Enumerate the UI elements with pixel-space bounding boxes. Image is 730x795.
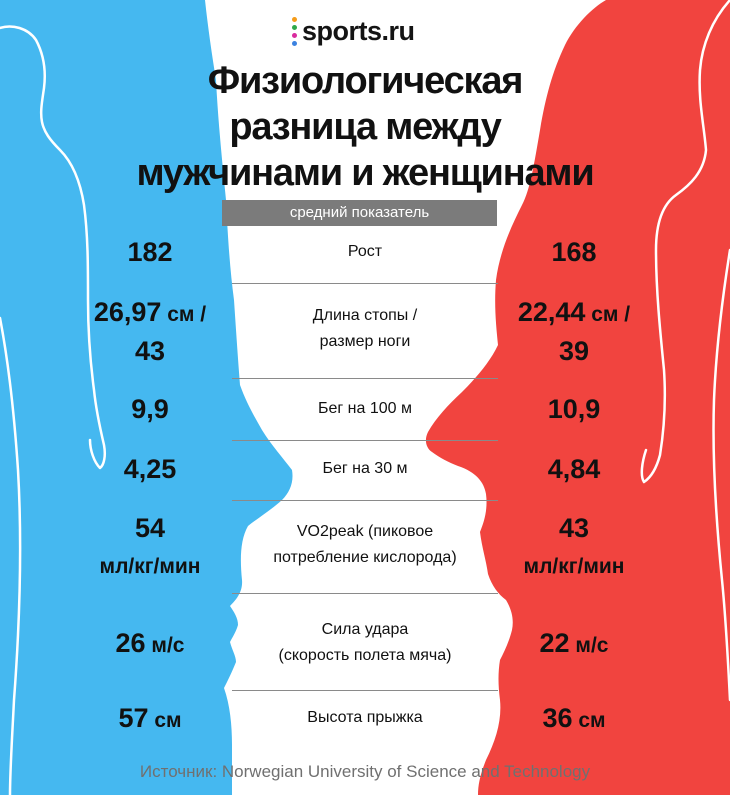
- row-divider: [232, 378, 498, 379]
- female-value-line: 36 см: [494, 701, 654, 740]
- title-line: Физиологическая: [207, 60, 524, 102]
- male-value-line: 9,9: [70, 392, 230, 431]
- male-value-unit: мл/кг/мин: [99, 555, 201, 578]
- metric-label-line: Бег на 30 м: [322, 460, 408, 477]
- male-body-outline: [0, 25, 107, 795]
- female-body-outline: [640, 0, 730, 702]
- female-value-unit: мл/кг/мин: [523, 555, 625, 578]
- metric-label-line: (скорость полета мяча): [278, 647, 452, 664]
- female-value-number: 36: [542, 703, 573, 733]
- female-value-number: 10,9: [547, 394, 601, 424]
- male-value-unit: м/с: [145, 634, 185, 657]
- female-value-line: 39: [494, 334, 654, 373]
- female-value-number: 39: [558, 336, 590, 366]
- metric-label-line: Бег на 100 м: [318, 400, 412, 417]
- male-value-number: 182: [127, 237, 173, 267]
- female-value: 22 м/с: [494, 626, 654, 665]
- metric-label-line: размер ноги: [319, 333, 411, 350]
- metric-label-line: Сила удара: [321, 621, 409, 638]
- female-value: 43 мл/кг/мин: [494, 511, 654, 586]
- male-value: 182: [70, 235, 230, 274]
- female-value-unit: см: [572, 709, 606, 732]
- female-value: 36 см: [494, 701, 654, 740]
- female-value-line: 10,9: [494, 392, 654, 431]
- metric-label: Сила удара (скорость полета мяча): [232, 617, 498, 669]
- male-value-unit: см: [148, 709, 182, 732]
- male-value: 4,25: [70, 452, 230, 491]
- row-divider: [232, 283, 498, 284]
- female-value-number: 4,84: [547, 454, 601, 484]
- male-value: 26,97 см /43: [70, 295, 230, 373]
- female-value-number: 22: [539, 628, 570, 658]
- male-value-number: 26,97: [93, 297, 162, 327]
- metric-label: Бег на 30 м: [232, 456, 498, 482]
- metric-label-line: потребление кислорода): [273, 549, 457, 566]
- metric-label-line: Рост: [347, 243, 383, 260]
- source-note: Источник: Norwegian University of Scienc…: [139, 762, 591, 781]
- row-divider: [232, 440, 498, 441]
- female-value-unit: м/с: [569, 634, 609, 657]
- female-value-number: 22,44: [517, 297, 586, 327]
- female-value-number: 168: [551, 237, 597, 267]
- female-value-number: 43: [558, 513, 590, 543]
- logo-dots-icon: [292, 16, 297, 46]
- male-value-number: 54: [134, 513, 166, 543]
- metric-label: Бег на 100 м: [232, 396, 498, 422]
- title-line: разница между: [229, 106, 502, 148]
- female-value-line: 22,44 см /: [494, 295, 654, 334]
- metric-label: Рост: [232, 239, 498, 265]
- male-value-line: 43: [70, 334, 230, 373]
- female-value: 10,9: [494, 392, 654, 431]
- male-value-line: 182: [70, 235, 230, 274]
- male-value: 54 мл/кг/мин: [70, 511, 230, 586]
- male-value-line: 26,97 см /: [70, 295, 230, 334]
- female-value: 168: [494, 235, 654, 274]
- title-line: мужчинами и женщинами: [136, 152, 595, 194]
- subtitle-bar: средний показатель: [222, 200, 497, 226]
- male-value-line: 57 см: [70, 701, 230, 740]
- female-value-line: 22 м/с: [494, 626, 654, 665]
- male-value: 57 см: [70, 701, 230, 740]
- female-value-line: мл/кг/мин: [494, 550, 654, 586]
- female-value-unit: см /: [585, 303, 631, 326]
- page-title: Физиологическая разница между мужчинами …: [95, 58, 635, 196]
- brand-name: sports.ru: [302, 15, 415, 46]
- row-divider: [232, 593, 498, 594]
- metric-label-line: VO2peak (пиковое: [296, 523, 434, 540]
- female-value-line: 168: [494, 235, 654, 274]
- metric-label-line: Высота прыжка: [307, 709, 423, 726]
- male-value: 26 м/с: [70, 626, 230, 665]
- metric-label-line: Длина стопы /: [312, 307, 418, 324]
- male-silhouette: [0, 0, 293, 795]
- brand-logo[interactable]: sports.ru: [292, 14, 415, 48]
- male-value-number: 9,9: [131, 394, 169, 424]
- male-value-number: 43: [134, 336, 166, 366]
- metric-label: Высота прыжка: [232, 705, 498, 731]
- metric-label: Длина стопы / размер ноги: [232, 303, 498, 355]
- female-value: 22,44 см /39: [494, 295, 654, 373]
- male-value-number: 57: [118, 703, 149, 733]
- male-value-unit: см /: [161, 303, 207, 326]
- male-value: 9,9: [70, 392, 230, 431]
- male-value-line: 26 м/с: [70, 626, 230, 665]
- female-value-line: 43: [494, 511, 654, 550]
- male-value-number: 26: [115, 628, 146, 658]
- female-silhouette: [425, 0, 730, 795]
- male-value-line: 54: [70, 511, 230, 550]
- row-divider: [232, 690, 498, 691]
- male-value-line: мл/кг/мин: [70, 550, 230, 586]
- female-value: 4,84: [494, 452, 654, 491]
- male-value-number: 4,25: [123, 454, 177, 484]
- row-divider: [232, 500, 498, 501]
- female-value-line: 4,84: [494, 452, 654, 491]
- metric-label: VO2peak (пиковое потребление кислорода): [232, 519, 498, 571]
- male-value-line: 4,25: [70, 452, 230, 491]
